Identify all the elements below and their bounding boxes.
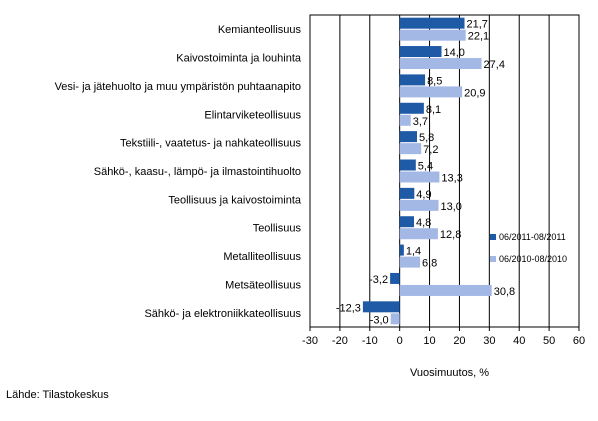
bar-series2 <box>399 58 482 70</box>
source-note: Lähde: Tilastokeskus <box>6 389 109 401</box>
bar-series2 <box>399 171 440 183</box>
bar-series2 <box>390 313 400 325</box>
bar-series2 <box>399 256 420 268</box>
data-label: 6,8 <box>422 258 437 270</box>
data-label: 14,0 <box>444 47 465 59</box>
category-label: Vesi- ja jätehuolto ja muu ympäristön pu… <box>55 81 301 93</box>
data-label: 8,5 <box>427 75 442 87</box>
data-label: 4,8 <box>416 217 431 229</box>
data-label: 7,2 <box>423 144 438 156</box>
category-label: Sähkö-, kaasu-, lämpö- ja ilmastointihuo… <box>94 166 301 178</box>
category-labels: Kemianteollisuus Kaivostoiminta ja louhin… <box>55 24 302 320</box>
x-tick-label: -20 <box>332 335 348 347</box>
bar-series2 <box>399 29 466 41</box>
bar-series2 <box>399 284 492 296</box>
bar-series2 <box>399 199 439 211</box>
data-label: 30,8 <box>494 286 515 298</box>
bar-series1 <box>399 17 465 29</box>
category-label: Teollisuus <box>253 223 302 235</box>
category-label: Metalliteollisuus <box>223 251 301 263</box>
legend-swatch <box>490 234 496 240</box>
bar-series1 <box>399 187 415 199</box>
data-label: 4,9 <box>416 189 431 201</box>
bar-series1 <box>399 131 418 143</box>
category-label: Kaivostoiminta ja louhinta <box>176 53 302 65</box>
x-tick-label: 30 <box>483 335 495 347</box>
x-tick-label: -10 <box>362 335 378 347</box>
data-label: -3,0 <box>370 314 389 326</box>
bar-series2 <box>399 228 438 240</box>
data-label: -12,3 <box>336 302 361 314</box>
legend-label: 06/2010-08/2010 <box>499 254 567 264</box>
plot-border <box>309 14 580 328</box>
data-label: 27,4 <box>484 59 505 71</box>
data-label: 8,1 <box>426 104 441 116</box>
data-label: 5,4 <box>418 161 433 173</box>
x-tick-label: 20 <box>453 335 465 347</box>
bar-series1 <box>399 216 415 228</box>
data-label: 12,8 <box>440 229 461 241</box>
bar-series2 <box>399 114 411 126</box>
bar-series1 <box>399 102 424 114</box>
data-label: 13,3 <box>441 173 462 185</box>
x-tick-label: 0 <box>397 335 403 347</box>
category-label: Teollisuus ja kaivostoiminta <box>168 194 302 206</box>
category-label: Metsäteollisuus <box>225 279 301 291</box>
x-tick-labels: -30 -20 -10 0 10 20 30 40 50 60 <box>302 335 585 347</box>
data-label: 3,7 <box>413 116 428 128</box>
category-label: Kemianteollisuus <box>218 24 302 36</box>
data-label: -3,2 <box>369 274 388 286</box>
bar-series2 <box>399 143 422 155</box>
category-label: Sähkö- ja elektroniikkateollisuus <box>144 308 301 320</box>
bars <box>362 17 492 325</box>
x-axis-title: Vuosimuutos, % <box>410 367 489 379</box>
bar-series1 <box>399 46 442 58</box>
data-label: 20,9 <box>464 87 485 99</box>
data-label: 13,0 <box>441 201 462 213</box>
data-label: 22,1 <box>468 31 489 43</box>
legend-swatch <box>490 256 496 262</box>
category-label: Elintarviketeollisuus <box>204 109 301 121</box>
value-labels: 21,722,114,0 27,4 8,5 20,9 8,13,7 5,87,2 5,4 13… <box>336 19 515 327</box>
x-tick-label: -30 <box>302 335 318 347</box>
category-label: Tekstiili-, vaatetus- ja nahkateollisuus <box>120 138 301 150</box>
x-tick-label: 50 <box>543 335 555 347</box>
x-tick-label: 10 <box>423 335 435 347</box>
bar-series1 <box>362 301 400 313</box>
legend-label: 06/2011-08/2011 <box>499 232 566 242</box>
x-tick-label: 60 <box>573 335 585 347</box>
bar-series1 <box>399 159 416 171</box>
bar-series1 <box>390 272 400 284</box>
bar-series1 <box>399 74 426 86</box>
plot-frame <box>309 14 580 331</box>
bar-series1 <box>399 244 404 256</box>
bar-series2 <box>399 86 463 98</box>
x-tick-label: 40 <box>513 335 525 347</box>
data-label: 1,4 <box>406 246 421 258</box>
data-label: 21,7 <box>467 19 488 31</box>
data-label: 5,8 <box>419 132 434 144</box>
legend: 06/2011-08/2011 06/2010-08/2010 <box>490 232 567 264</box>
